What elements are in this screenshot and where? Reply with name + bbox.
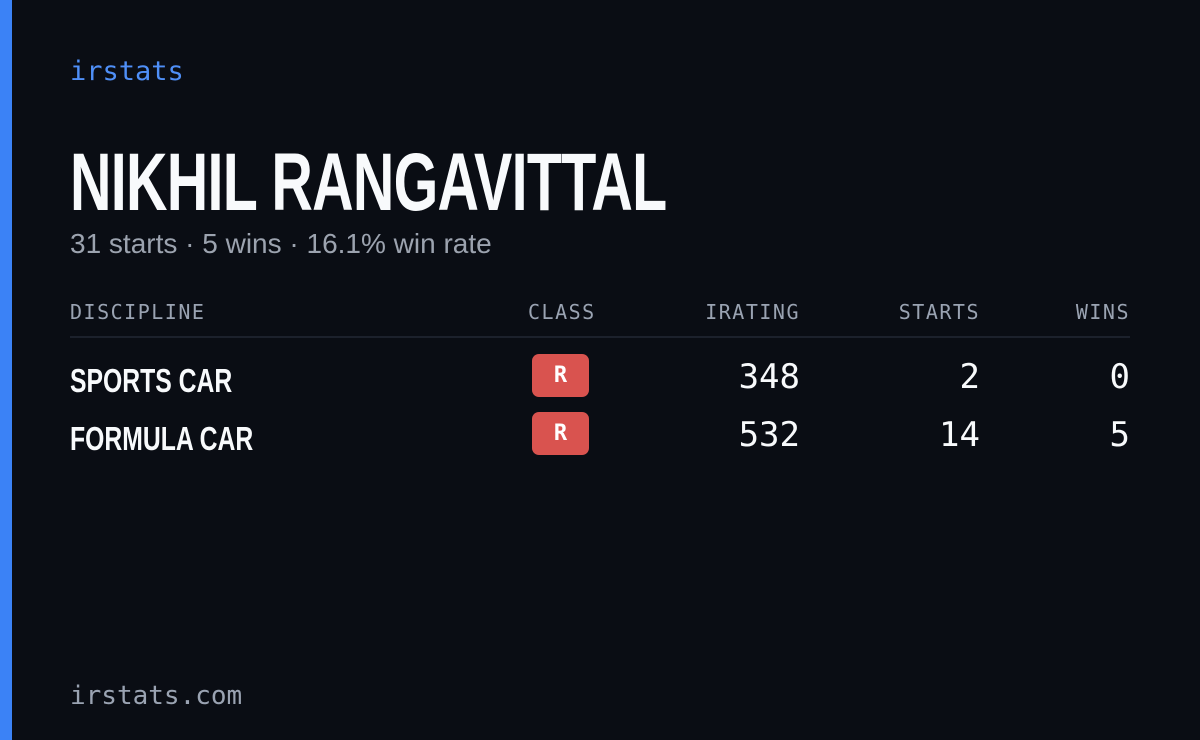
class-badge: R: [532, 354, 589, 397]
column-header: STARTS: [898, 300, 980, 324]
column-header: CLASS: [528, 300, 596, 324]
header-rule: [70, 336, 1130, 338]
discipline: FORMULA CAR: [70, 420, 254, 457]
stat-value: 0: [1109, 357, 1130, 397]
stat-value: 348: [738, 357, 800, 397]
summary: 31 starts · 5 wins · 16.1% win rate: [70, 228, 492, 259]
driver-name: NIKHIL RANGAVITTAL: [70, 137, 667, 228]
stat-value: 532: [738, 415, 800, 455]
column-header: DISCIPLINE: [70, 300, 206, 324]
column-header: IRATING: [705, 300, 800, 324]
class-badge: R: [532, 412, 589, 455]
discipline: SPORTS CAR: [70, 362, 233, 399]
stat-value: 14: [939, 415, 980, 455]
accent-bar: [0, 0, 12, 740]
stat-value: 2: [959, 357, 980, 397]
brand: irstats: [70, 56, 184, 87]
stat-value: 5: [1109, 415, 1130, 455]
column-header: WINS: [1075, 300, 1130, 324]
footer: irstats.com: [70, 681, 243, 711]
